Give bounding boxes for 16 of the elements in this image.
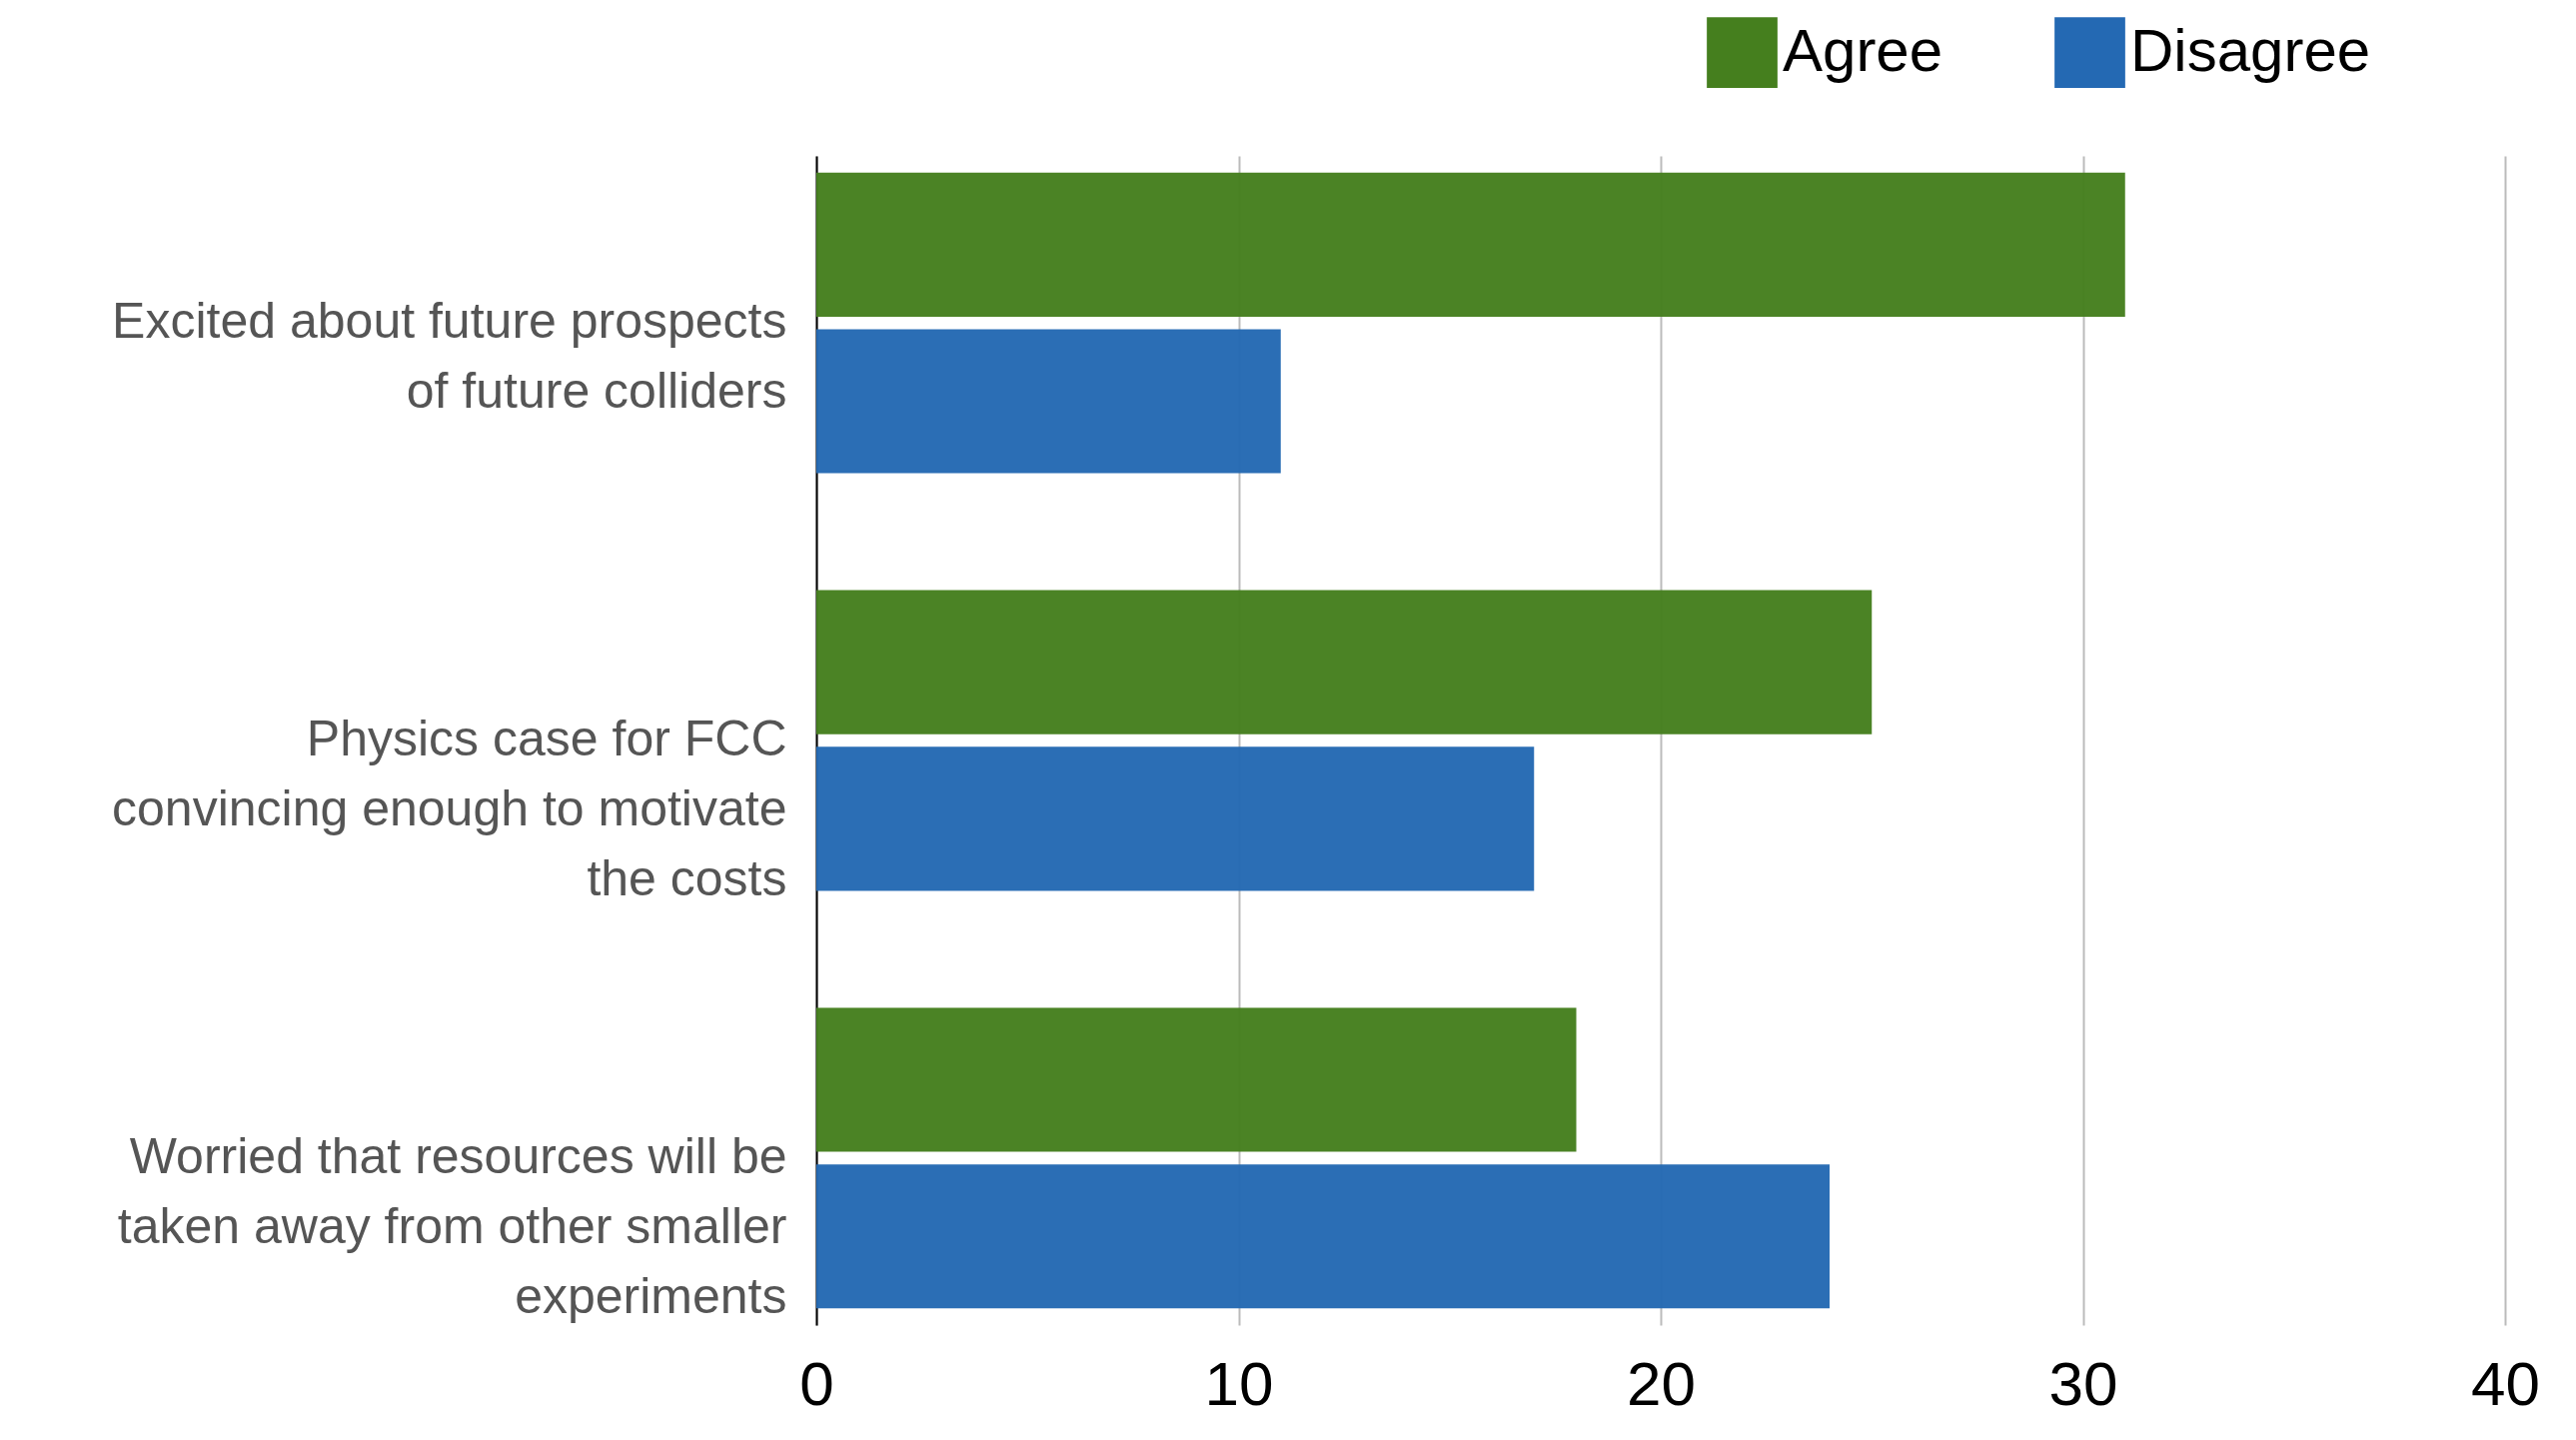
bar <box>816 329 1281 474</box>
x-tick-label: 20 <box>1627 1348 1696 1418</box>
bar <box>816 1164 1830 1309</box>
bar <box>816 746 1535 891</box>
x-tick-label: 0 <box>799 1348 834 1418</box>
bar <box>816 590 1873 734</box>
bar <box>816 172 2125 317</box>
y-tick-label: Worried that resources will be taken away from other smaller experiments <box>117 1127 787 1324</box>
y-tick-label: Excited about future prospects of future colliders <box>112 293 787 420</box>
x-tick-label: 10 <box>1204 1348 1274 1418</box>
legend-label: Agree <box>1783 16 1943 84</box>
x-tick-label: 30 <box>2048 1348 2118 1418</box>
bar <box>816 1007 1577 1152</box>
x-tick-label: 40 <box>2471 1348 2540 1418</box>
legend-label: Disagree <box>2130 16 2371 84</box>
y-tick-label: Physics case for FCC convincing enough to motivate the costs <box>112 711 787 906</box>
